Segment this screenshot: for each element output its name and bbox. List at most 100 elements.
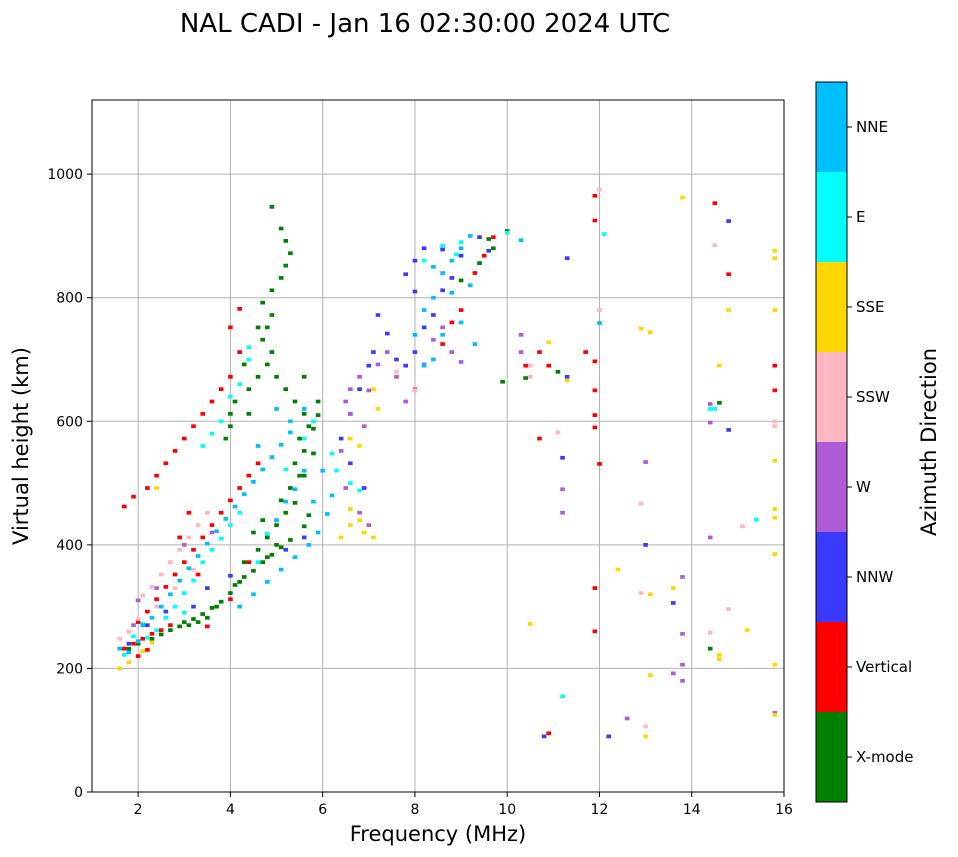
data-point	[246, 560, 252, 565]
data-point	[431, 357, 436, 362]
data-point	[371, 535, 376, 540]
data-point	[283, 263, 289, 268]
data-point	[357, 387, 362, 392]
x-axis-label: Frequency (MHz)	[350, 822, 526, 846]
data-point	[283, 547, 289, 552]
data-point	[237, 604, 242, 609]
y-tick-label: 1000	[47, 167, 83, 183]
data-point	[237, 306, 242, 311]
data-point	[597, 308, 602, 312]
data-point	[251, 568, 256, 573]
data-point	[181, 591, 187, 595]
data-point	[338, 436, 344, 441]
data-point	[191, 604, 196, 609]
data-point	[537, 350, 542, 354]
data-point	[135, 639, 141, 644]
data-point	[491, 246, 496, 251]
data-point	[772, 388, 778, 393]
data-point	[292, 399, 298, 404]
data-point	[209, 523, 215, 527]
data-point	[412, 258, 418, 263]
data-point	[163, 615, 169, 620]
data-point	[181, 610, 187, 615]
data-point	[744, 628, 750, 632]
data-point	[301, 374, 307, 379]
data-point	[740, 524, 745, 529]
data-point	[320, 468, 325, 473]
data-point	[265, 555, 270, 560]
data-point	[131, 634, 136, 639]
data-point	[191, 424, 196, 429]
data-point	[269, 313, 275, 317]
data-point	[564, 256, 570, 261]
data-point	[449, 276, 455, 280]
data-point	[348, 481, 353, 485]
data-point	[209, 547, 215, 552]
x-tick-label: 4	[226, 802, 235, 818]
data-point	[606, 734, 611, 739]
chart-title: NAL CADI - Jan 16 02:30:00 2024 UTC	[180, 9, 670, 39]
data-point	[772, 419, 778, 424]
data-point	[228, 523, 233, 527]
data-point	[274, 518, 279, 522]
data-point	[500, 379, 505, 384]
data-point	[260, 467, 265, 472]
colorbar-segment	[816, 262, 847, 352]
data-point	[168, 592, 173, 597]
colorbar-tick-label: W	[856, 478, 871, 496]
data-point	[431, 337, 436, 342]
data-point	[181, 560, 187, 565]
colorbar-segment	[816, 712, 847, 802]
data-point	[255, 461, 261, 466]
data-point	[670, 601, 676, 605]
data-point	[237, 510, 242, 515]
data-point	[246, 412, 252, 416]
data-point	[209, 530, 215, 535]
data-point	[149, 640, 155, 645]
y-axis-label: Virtual height (km)	[9, 347, 33, 545]
data-point	[546, 340, 552, 345]
data-point	[546, 363, 552, 368]
y-tick-label: 600	[56, 414, 83, 430]
data-point	[200, 612, 206, 616]
data-point	[486, 248, 492, 253]
colorbar-tick-label: X-mode	[856, 748, 913, 766]
data-point	[772, 458, 778, 463]
data-point	[292, 555, 298, 560]
data-point	[200, 412, 206, 416]
data-point	[597, 187, 602, 192]
data-point	[638, 326, 644, 331]
data-point	[477, 261, 482, 265]
data-point	[301, 449, 307, 453]
data-point	[126, 650, 132, 655]
data-point	[288, 538, 293, 542]
data-point	[597, 321, 602, 325]
data-point	[421, 258, 427, 263]
data-point	[518, 332, 524, 337]
data-point	[564, 378, 570, 383]
colorbar-segment	[816, 622, 847, 712]
data-point	[288, 251, 293, 256]
data-point	[200, 444, 206, 448]
data-point	[772, 424, 778, 429]
data-point	[223, 436, 229, 441]
data-point	[394, 370, 399, 374]
data-point	[278, 567, 284, 572]
data-point	[707, 630, 713, 635]
x-axis: 2 4 6 8 10 12 14 16	[134, 792, 793, 818]
data-point	[726, 272, 731, 277]
data-point	[265, 580, 270, 584]
data-point	[348, 523, 353, 527]
data-point	[200, 535, 206, 540]
data-point	[269, 552, 275, 557]
data-point	[177, 578, 182, 583]
data-point	[366, 363, 372, 368]
data-point	[403, 272, 409, 277]
data-point	[283, 499, 289, 504]
data-point	[647, 592, 653, 597]
data-point	[458, 240, 464, 244]
data-point	[772, 552, 778, 556]
data-point	[592, 425, 598, 430]
data-point	[265, 325, 270, 330]
data-point	[458, 253, 464, 258]
